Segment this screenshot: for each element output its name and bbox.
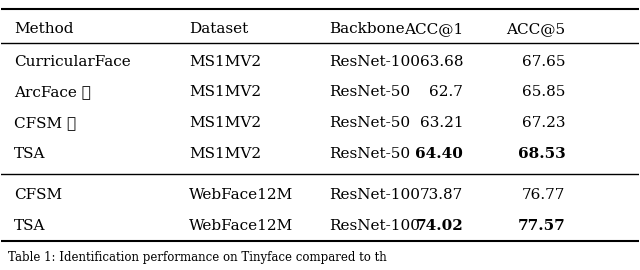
Text: MS1MV2: MS1MV2 bbox=[189, 116, 262, 130]
Text: ACC@5: ACC@5 bbox=[506, 22, 565, 36]
Text: ResNet-50: ResNet-50 bbox=[330, 85, 411, 99]
Text: TSA: TSA bbox=[14, 219, 45, 233]
Text: 67.65: 67.65 bbox=[522, 55, 565, 69]
Text: 77.57: 77.57 bbox=[518, 219, 565, 233]
Text: Dataset: Dataset bbox=[189, 22, 248, 36]
Text: ResNet-50: ResNet-50 bbox=[330, 147, 411, 161]
Text: MS1MV2: MS1MV2 bbox=[189, 85, 262, 99]
Text: 68.53: 68.53 bbox=[518, 147, 565, 161]
Text: 67.23: 67.23 bbox=[522, 116, 565, 130]
Text: 63.68: 63.68 bbox=[420, 55, 463, 69]
Text: 63.21: 63.21 bbox=[420, 116, 463, 130]
Text: ResNet-100: ResNet-100 bbox=[330, 55, 420, 69]
Text: 65.85: 65.85 bbox=[522, 85, 565, 99]
Text: TSA: TSA bbox=[14, 147, 45, 161]
Text: MS1MV2: MS1MV2 bbox=[189, 147, 262, 161]
Text: ResNet-100: ResNet-100 bbox=[330, 219, 420, 233]
Text: ResNet-100: ResNet-100 bbox=[330, 188, 420, 202]
Text: ResNet-50: ResNet-50 bbox=[330, 116, 411, 130]
Text: Backbone: Backbone bbox=[330, 22, 405, 36]
Text: ArcFace ★: ArcFace ★ bbox=[14, 85, 91, 99]
Text: 76.77: 76.77 bbox=[522, 188, 565, 202]
Text: CurricularFace: CurricularFace bbox=[14, 55, 131, 69]
Text: Method: Method bbox=[14, 22, 74, 36]
Text: WebFace12M: WebFace12M bbox=[189, 219, 294, 233]
Text: 74.02: 74.02 bbox=[415, 219, 463, 233]
Text: WebFace12M: WebFace12M bbox=[189, 188, 294, 202]
Text: 73.87: 73.87 bbox=[420, 188, 463, 202]
Text: Table 1: Identification performance on Tinyface compared to th: Table 1: Identification performance on T… bbox=[8, 251, 387, 264]
Text: MS1MV2: MS1MV2 bbox=[189, 55, 262, 69]
Text: CFSM ★: CFSM ★ bbox=[14, 116, 76, 130]
Text: 62.7: 62.7 bbox=[429, 85, 463, 99]
Text: CFSM: CFSM bbox=[14, 188, 62, 202]
Text: 64.40: 64.40 bbox=[415, 147, 463, 161]
Text: ACC@1: ACC@1 bbox=[404, 22, 463, 36]
